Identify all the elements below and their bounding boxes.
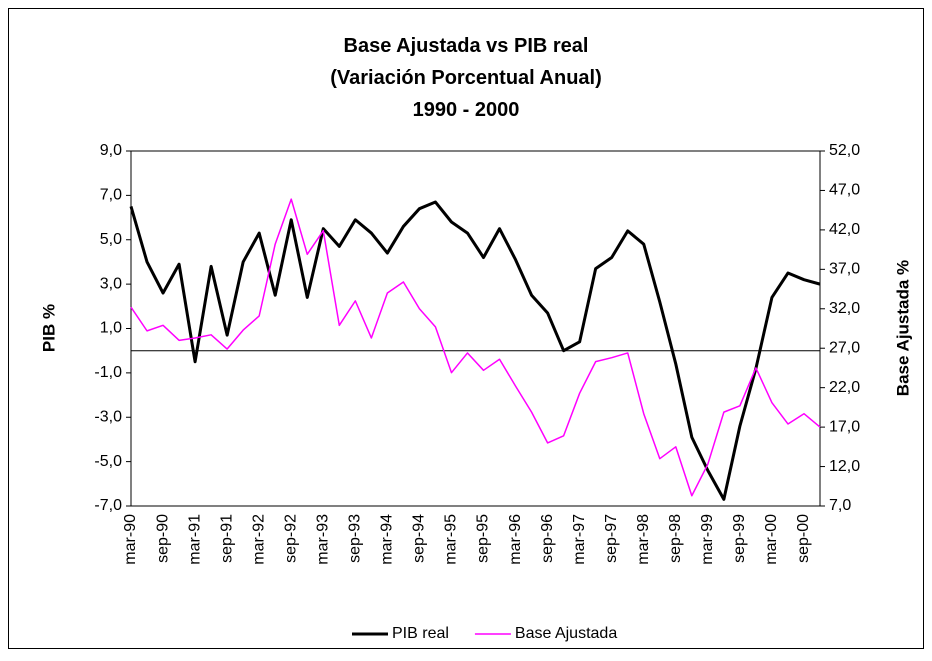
y2-tick-label: 7,0 bbox=[829, 497, 851, 514]
x-tick-label: mar-91 bbox=[186, 514, 203, 565]
y2-tick-label: 22,0 bbox=[829, 379, 860, 396]
y-tick-label: 7,0 bbox=[100, 187, 122, 204]
x-tick-label: sep-93 bbox=[347, 514, 364, 563]
x-tick-label: mar-95 bbox=[443, 514, 460, 565]
y2-tick-label: 32,0 bbox=[829, 300, 860, 317]
x-tick-label: sep-91 bbox=[218, 514, 235, 563]
y-axis-title: PIB % bbox=[39, 304, 58, 352]
x-tick-label: mar-90 bbox=[122, 514, 139, 565]
x-tick-label: mar-97 bbox=[571, 514, 588, 565]
y2-tick-label: 12,0 bbox=[829, 458, 860, 475]
x-tick-label: sep-98 bbox=[667, 514, 684, 563]
y-tick-label: -1,0 bbox=[94, 364, 122, 381]
y-tick-label: -5,0 bbox=[94, 453, 122, 470]
y-tick-label: -7,0 bbox=[94, 497, 122, 514]
chart-title: 1990 - 2000 bbox=[413, 99, 520, 121]
x-tick-label: mar-94 bbox=[379, 514, 396, 565]
y2-tick-label: 37,0 bbox=[829, 261, 860, 278]
y2-axis-title: Base Ajustada % bbox=[893, 260, 912, 396]
x-tick-label: mar-98 bbox=[635, 514, 652, 565]
legend-label: Base Ajustada bbox=[515, 625, 617, 642]
y-tick-label: 3,0 bbox=[100, 275, 122, 292]
x-tick-label: mar-99 bbox=[699, 514, 716, 565]
x-tick-label: sep-99 bbox=[731, 514, 748, 563]
x-tick-label: mar-00 bbox=[763, 514, 780, 565]
y-tick-label: 9,0 bbox=[100, 142, 122, 159]
series-line bbox=[129, 200, 821, 501]
y2-tick-label: 52,0 bbox=[829, 142, 860, 159]
y2-tick-label: 47,0 bbox=[829, 182, 860, 199]
x-tick-label: sep-90 bbox=[154, 514, 171, 563]
legend-label: PIB real bbox=[392, 625, 449, 642]
y2-tick-label: 27,0 bbox=[829, 339, 860, 356]
y-tick-label: 5,0 bbox=[100, 231, 122, 248]
x-tick-label: mar-96 bbox=[507, 514, 524, 565]
x-tick-label: sep-95 bbox=[475, 514, 492, 563]
y2-tick-label: 17,0 bbox=[829, 418, 860, 435]
chart-title: Base Ajustada vs PIB real bbox=[344, 35, 589, 57]
chart-title: (Variación Porcentual Anual) bbox=[330, 67, 602, 89]
y-tick-label: -3,0 bbox=[94, 408, 122, 425]
x-tick-label: mar-93 bbox=[314, 514, 331, 565]
y2-tick-label: 42,0 bbox=[829, 221, 860, 238]
x-tick-label: sep-94 bbox=[411, 514, 428, 563]
x-tick-label: sep-96 bbox=[539, 514, 556, 563]
x-tick-label: mar-92 bbox=[250, 514, 267, 565]
x-tick-label: sep-97 bbox=[603, 514, 620, 563]
chart-frame bbox=[8, 8, 924, 649]
x-tick-label: sep-00 bbox=[795, 514, 812, 563]
series-line bbox=[130, 198, 821, 497]
y-tick-label: 1,0 bbox=[100, 320, 122, 337]
x-tick-label: sep-92 bbox=[282, 514, 299, 563]
